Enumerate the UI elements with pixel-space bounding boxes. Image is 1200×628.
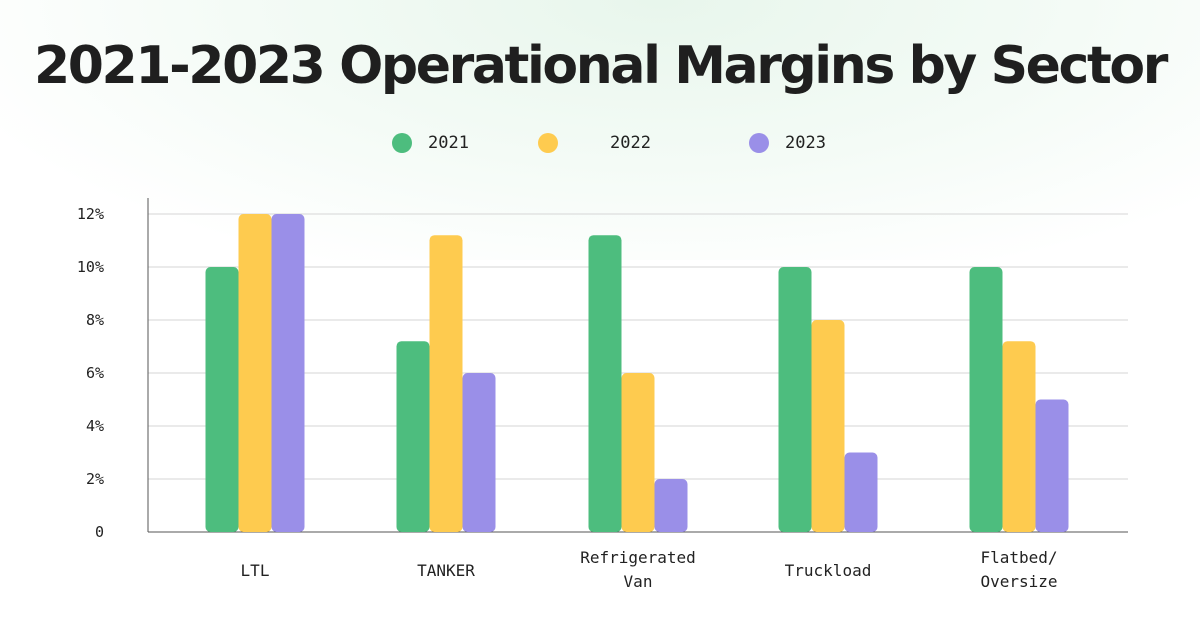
x-category-label-line: LTL: [241, 561, 270, 580]
bar-2021: [588, 235, 622, 532]
x-category-label: LTL: [241, 561, 270, 580]
bar-2021: [969, 267, 1003, 532]
x-category-label-line: Oversize: [980, 572, 1057, 591]
bar-2021: [778, 267, 812, 532]
y-tick-label: 2%: [86, 470, 104, 488]
legend-swatch-2023: [749, 133, 769, 153]
x-category-label-line: Truckload: [785, 561, 872, 580]
x-category-label-line: Van: [624, 572, 653, 591]
chart-legend: 2021 2022 2023: [0, 130, 1200, 156]
bar-2023: [462, 373, 496, 532]
legend-item-2021: 2021: [392, 130, 469, 156]
bar-2022: [1002, 341, 1036, 532]
legend-label-2023: 2023: [785, 133, 826, 153]
legend-label-2021: 2021: [428, 133, 469, 153]
bar-2022: [811, 320, 845, 532]
chart-title: 2021-2023 Operational Margins by Sector: [33, 36, 1168, 96]
legend-swatch-2021: [392, 133, 412, 153]
legend-label-2022: 2022: [610, 133, 651, 153]
bar-2023: [271, 214, 305, 532]
bar-2021: [205, 267, 239, 532]
y-tick-label: 8%: [86, 311, 104, 329]
x-category-label-line: Refrigerated: [580, 548, 696, 567]
legend-item-2023: 2023: [749, 130, 826, 156]
y-tick-label: 0: [95, 523, 104, 541]
bar-2023: [844, 452, 878, 532]
x-category-label: Refrigerated Van: [580, 548, 696, 591]
bar-2023: [1035, 399, 1069, 532]
y-tick-label: 6%: [86, 364, 104, 382]
x-category-label: TANKER: [417, 561, 475, 580]
y-tick-label: 4%: [86, 417, 104, 435]
bar-2021: [396, 341, 430, 532]
legend-swatch-2022: [538, 133, 558, 153]
bar-2022: [238, 214, 272, 532]
x-category-label-line: TANKER: [417, 561, 475, 580]
x-category-label-line: Flatbed/: [980, 548, 1057, 567]
background-wash: [0, 0, 1200, 260]
bar-2023: [654, 479, 688, 532]
bar-2022: [621, 373, 655, 532]
y-tick-label: 10%: [77, 258, 104, 276]
y-tick-label: 12%: [77, 205, 104, 223]
bar-2022: [429, 235, 463, 532]
x-category-label: Flatbed/Oversize: [980, 548, 1057, 591]
legend-item-2022: 2022: [538, 130, 651, 156]
x-category-label: Truckload: [785, 561, 872, 580]
